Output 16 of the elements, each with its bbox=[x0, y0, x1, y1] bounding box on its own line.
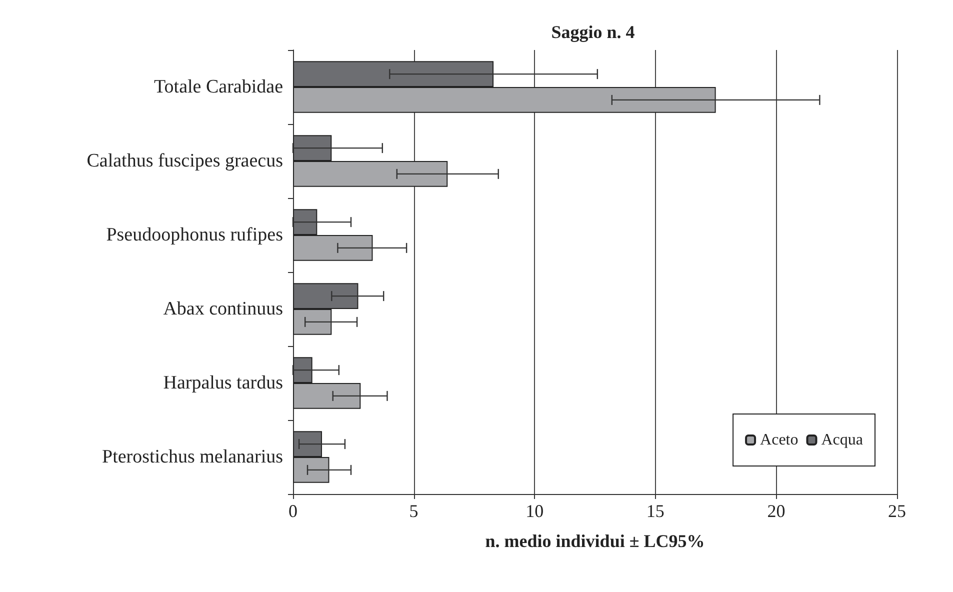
y-tick-label: Abax continuus bbox=[163, 298, 283, 320]
x-axis-title: n. medio individui ± LC95% bbox=[485, 531, 705, 551]
x-tick-label: 25 bbox=[888, 501, 906, 521]
y-tick-label: Pterostichus melanarius bbox=[102, 446, 283, 468]
x-tick-label: 0 bbox=[288, 501, 298, 521]
y-tick-label: Totale Carabidae bbox=[154, 76, 283, 98]
x-tick-label: 20 bbox=[767, 501, 786, 521]
x-tick-label: 15 bbox=[646, 501, 664, 521]
chart-title: Saggio n. 4 bbox=[551, 22, 635, 42]
legend-label: Acqua bbox=[821, 432, 864, 448]
x-tick-label: 5 bbox=[409, 501, 418, 521]
legend-label: Aceto bbox=[760, 432, 798, 448]
y-tick-label: Pseudoophonus rufipes bbox=[106, 224, 283, 246]
y-tick-label: Harpalus tardus bbox=[163, 372, 283, 394]
y-tick-label: Calathus fuscipes graecus bbox=[86, 150, 283, 172]
x-tick-label: 10 bbox=[526, 501, 544, 521]
